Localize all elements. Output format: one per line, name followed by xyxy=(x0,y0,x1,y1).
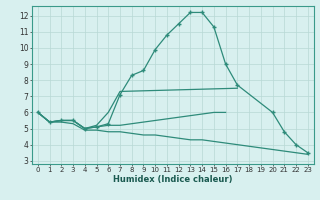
X-axis label: Humidex (Indice chaleur): Humidex (Indice chaleur) xyxy=(113,175,233,184)
